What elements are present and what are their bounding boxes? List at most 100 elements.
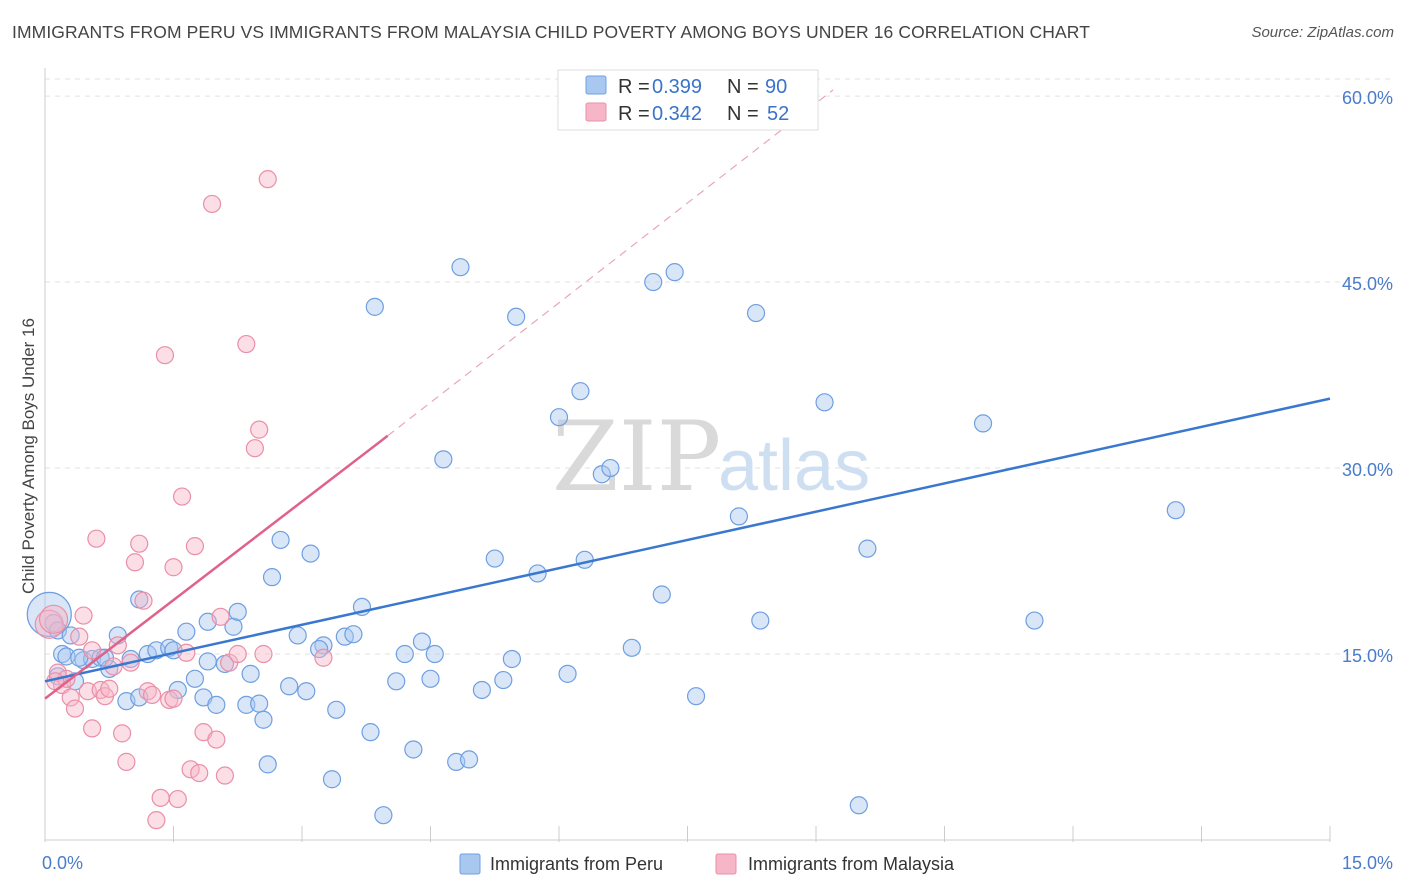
- legend-n-label-peru: N =: [727, 76, 759, 98]
- data-point: [207, 695, 226, 714]
- data-point: [87, 529, 106, 548]
- data-point: [211, 607, 230, 626]
- data-point: [973, 414, 993, 433]
- y-tick-label: 60.0%: [1342, 88, 1393, 108]
- data-point: [549, 408, 569, 427]
- data-point: [314, 648, 333, 667]
- chart-title: IMMIGRANTS FROM PERU VS IMMIGRANTS FROM …: [12, 22, 1090, 42]
- data-point: [404, 740, 423, 759]
- data-point: [237, 334, 256, 354]
- data-point: [507, 307, 526, 326]
- data-point: [361, 723, 380, 742]
- data-point: [288, 626, 307, 645]
- data-point: [198, 652, 217, 671]
- data-point: [215, 766, 234, 785]
- data-point: [344, 625, 363, 644]
- y-tick-label: 45.0%: [1342, 274, 1393, 294]
- data-point: [228, 602, 247, 621]
- data-point: [686, 687, 706, 706]
- data-points: [26, 170, 1185, 830]
- data-point: [61, 688, 80, 707]
- data-point: [38, 604, 69, 634]
- data-point: [70, 627, 89, 646]
- data-point: [365, 297, 384, 316]
- series-malaysia: [34, 170, 333, 830]
- data-point: [250, 420, 269, 439]
- data-point: [26, 591, 72, 637]
- data-point: [1166, 501, 1185, 520]
- data-point: [164, 558, 183, 577]
- data-point: [142, 685, 162, 705]
- data-point: [374, 806, 393, 825]
- data-point: [575, 550, 594, 569]
- data-point: [644, 272, 663, 292]
- data-point: [815, 393, 834, 412]
- tick-labels: 15.0% 30.0% 45.0% 60.0% 0.0% 15.0%: [42, 88, 1393, 873]
- data-point: [412, 632, 432, 651]
- series-peru: [26, 258, 1185, 825]
- data-point: [849, 796, 868, 815]
- data-point: [202, 194, 222, 214]
- bottom-legend-swatch-malaysia: [715, 853, 737, 875]
- trend-line-malaysia: [44, 434, 389, 700]
- data-point: [185, 669, 205, 688]
- data-point: [459, 750, 479, 769]
- data-point: [177, 622, 196, 641]
- data-point: [485, 549, 504, 568]
- legend-r-label-peru: R =: [618, 76, 650, 98]
- data-point: [652, 585, 671, 604]
- grid-lines: [45, 78, 1394, 655]
- bottom-legend: Immigrants from Peru Immigrants from Mal…: [459, 853, 955, 875]
- source-label: Source: ZipAtlas.com: [1251, 24, 1394, 41]
- data-point: [125, 553, 145, 572]
- data-point: [237, 695, 256, 714]
- data-point: [34, 609, 64, 639]
- bottom-legend-swatch-peru: [459, 853, 481, 875]
- data-point: [571, 382, 590, 401]
- data-point: [322, 770, 342, 789]
- data-point: [327, 700, 346, 719]
- data-point: [185, 537, 205, 556]
- data-point: [130, 534, 149, 553]
- legend-n-label-malaysia: N =: [727, 103, 759, 125]
- data-point: [1025, 611, 1044, 630]
- data-point: [168, 789, 187, 809]
- data-point: [258, 170, 277, 189]
- data-point: [224, 617, 243, 636]
- data-point: [310, 639, 329, 659]
- data-point: [425, 644, 444, 664]
- y-axis-label: Child Poverty Among Boys Under 16: [19, 318, 38, 594]
- data-point: [665, 263, 684, 282]
- trend-lines: [44, 89, 1331, 700]
- y-tick-label: 15.0%: [1342, 646, 1393, 666]
- data-point: [751, 611, 770, 630]
- bottom-legend-malaysia: Immigrants from Malaysia: [748, 854, 955, 874]
- y-tick-label: 30.0%: [1342, 460, 1393, 480]
- data-point: [258, 755, 277, 774]
- data-point: [117, 752, 136, 771]
- data-point: [262, 568, 282, 587]
- data-point: [147, 811, 166, 830]
- data-point: [83, 641, 102, 660]
- legend-n-value-peru: 90: [765, 76, 787, 98]
- watermark-atlas: atlas: [718, 426, 870, 506]
- legend-r-label-malaysia: R =: [618, 103, 650, 125]
- data-point: [100, 679, 119, 698]
- trend-line-peru: [44, 397, 1331, 683]
- data-point: [250, 694, 269, 713]
- data-point: [254, 710, 273, 729]
- legend-swatch-malaysia: [585, 102, 607, 122]
- data-point: [74, 606, 93, 625]
- data-point: [502, 649, 521, 669]
- data-point: [280, 677, 299, 696]
- data-point: [151, 788, 170, 807]
- legend-r-value-malaysia: 0.342: [652, 103, 702, 125]
- data-point: [387, 672, 406, 691]
- data-point: [207, 730, 226, 749]
- trend-line-extension-malaysia: [387, 89, 834, 437]
- legend: R = 0.399 N = 90 R = 0.342 N = 52: [557, 69, 819, 131]
- data-point: [57, 647, 76, 666]
- axes: [44, 68, 1331, 842]
- data-point: [112, 724, 132, 743]
- data-point: [271, 530, 290, 550]
